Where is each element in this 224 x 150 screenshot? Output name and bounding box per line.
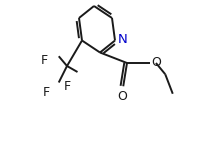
Text: O: O: [118, 90, 127, 103]
Text: F: F: [63, 81, 71, 93]
Text: F: F: [42, 87, 50, 99]
Text: N: N: [117, 33, 127, 46]
Text: O: O: [151, 56, 161, 69]
Text: F: F: [41, 54, 48, 66]
